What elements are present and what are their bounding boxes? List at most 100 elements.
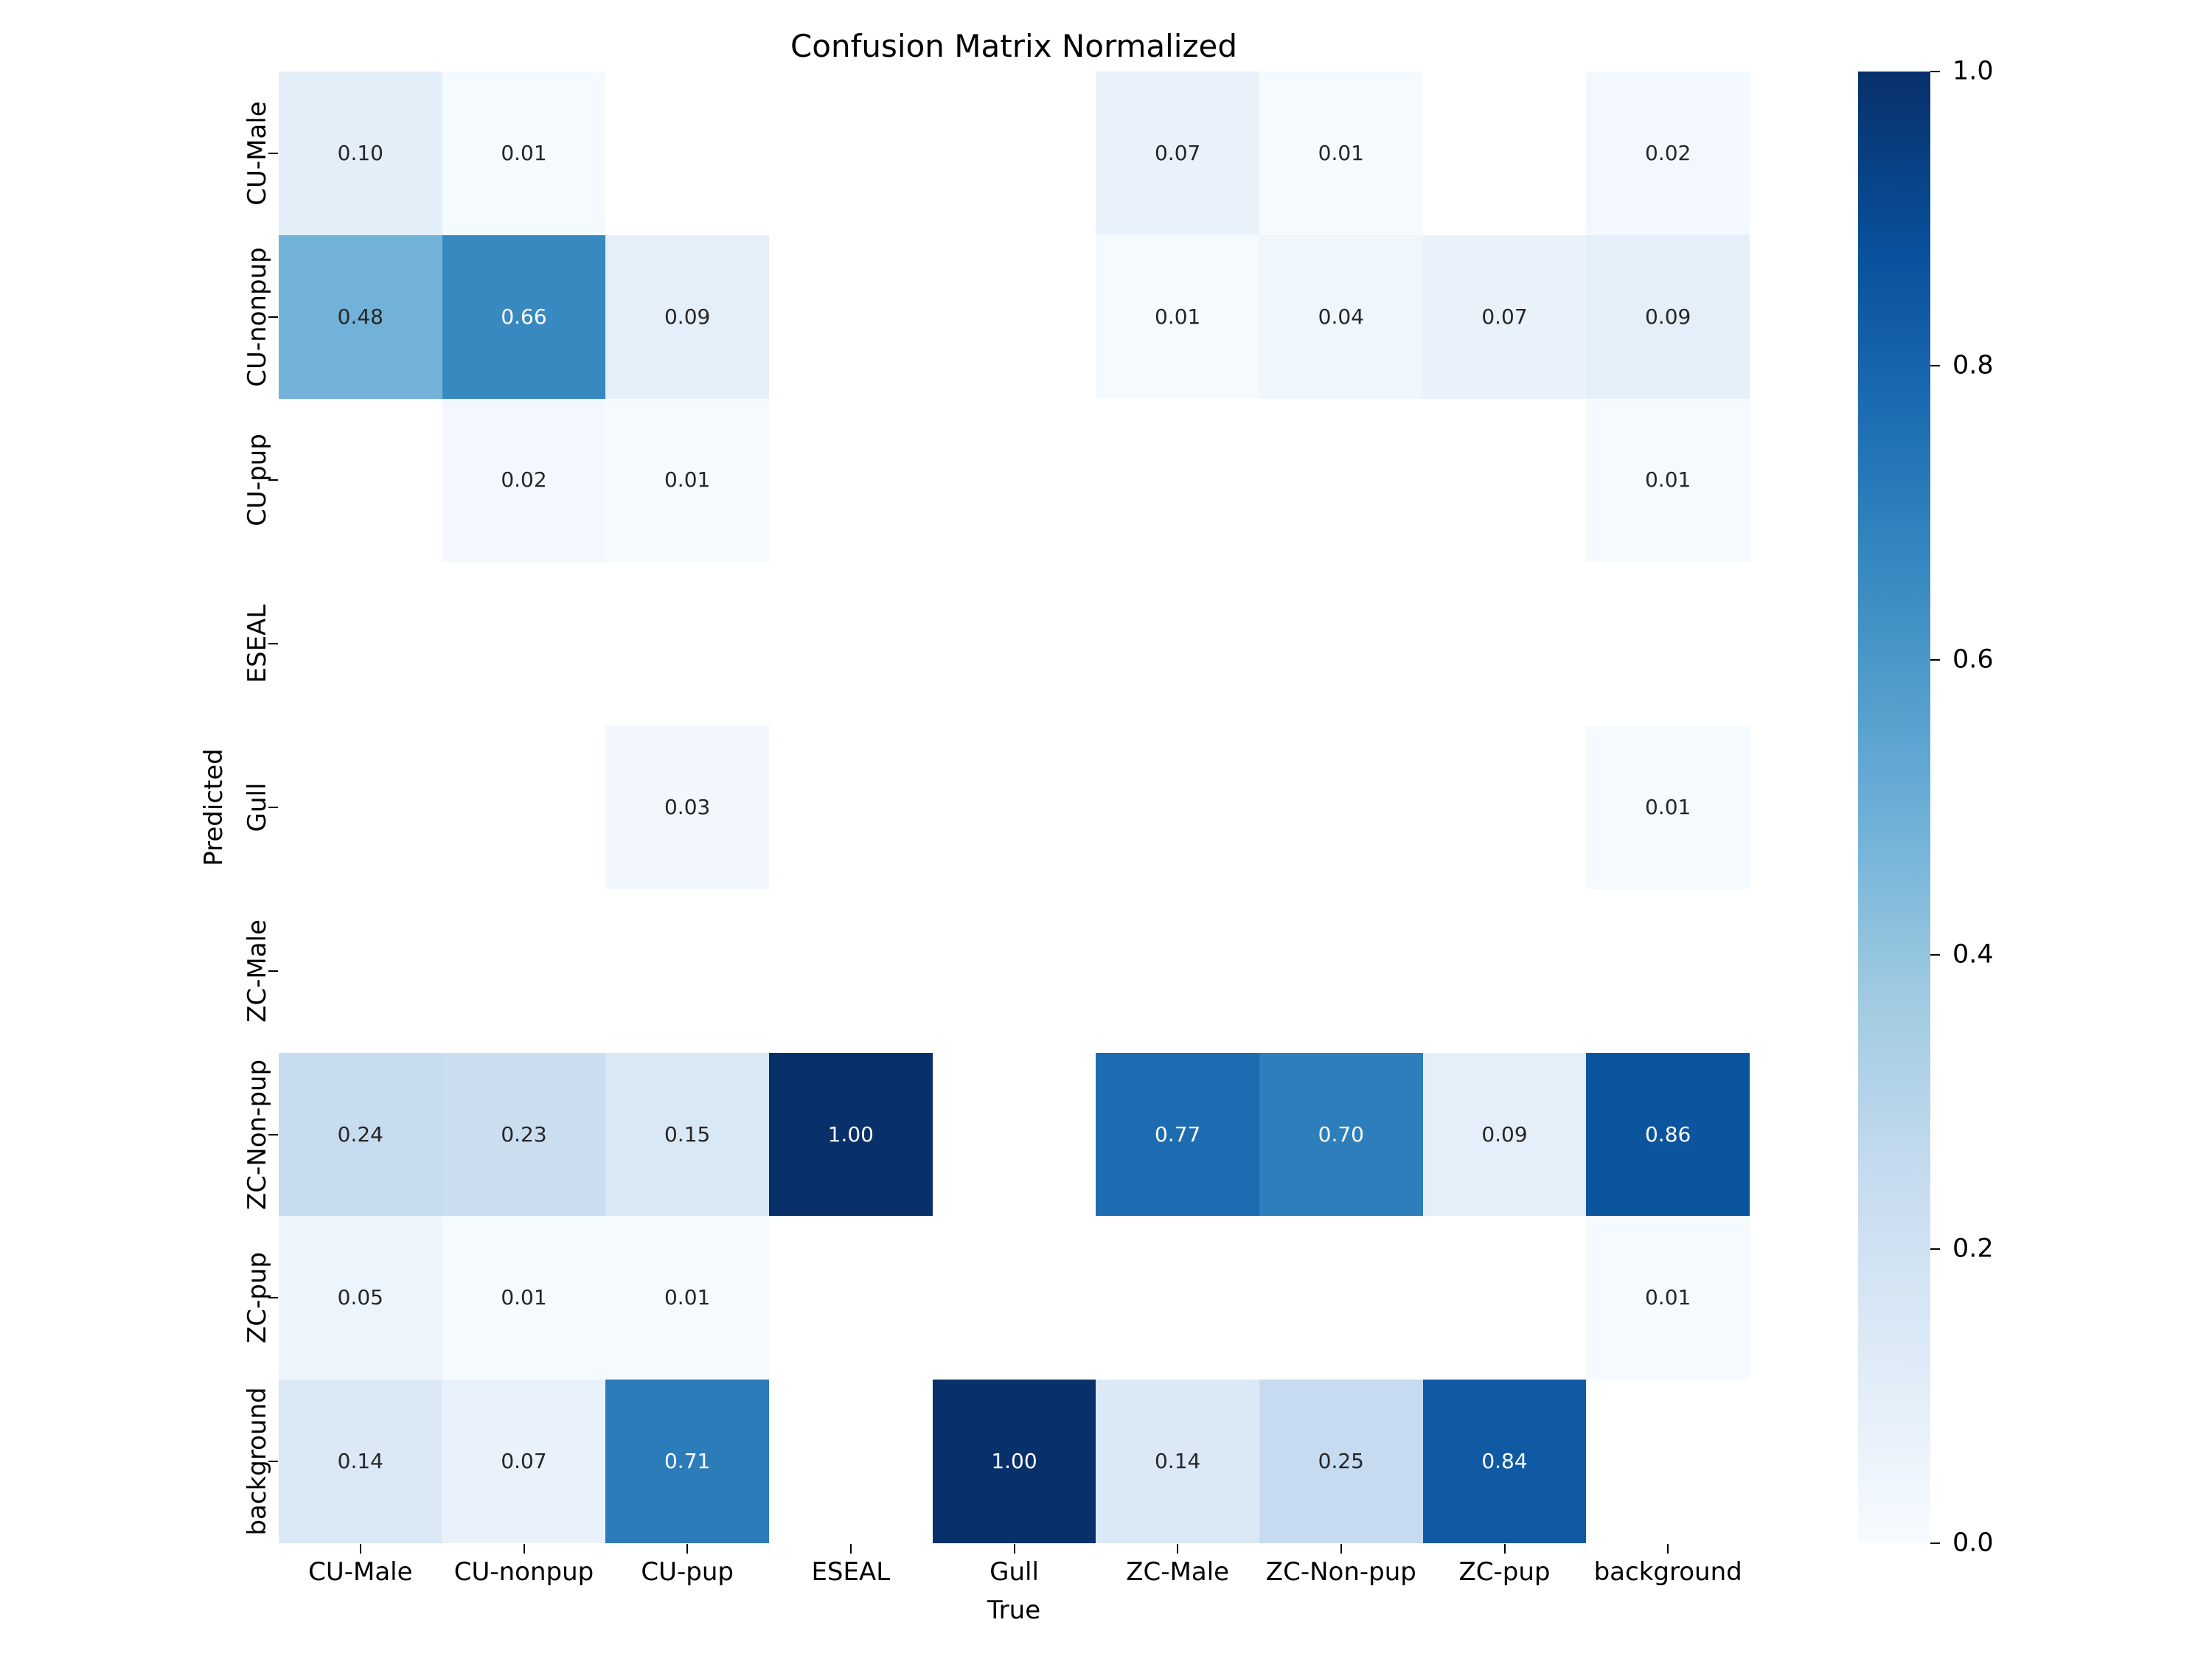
heatmap-cell-ZC-Male-ZC-pup — [1422, 888, 1587, 1053]
heatmap-cell-ZC-pup-ZC-pup — [1422, 1216, 1587, 1380]
cell-value: 0.03 — [664, 794, 711, 819]
cell-value: 0.01 — [1154, 304, 1201, 329]
colorbar-tick-label-0.8: 0.8 — [1952, 350, 1994, 380]
y-tick-label-ZC-pup: ZC-pup — [243, 1252, 272, 1344]
y-tick-label-ZC-Non-pup: ZC-Non-pup — [243, 1059, 272, 1210]
heatmap-cell-ESEAL-ZC-pup — [1422, 562, 1587, 726]
heatmap-cell-CU-Male-CU-pup — [605, 72, 769, 235]
heatmap-cell-CU-Male-CU-nonpup: 0.01 — [442, 72, 606, 235]
heatmap-cell-ZC-pup-ESEAL — [769, 1216, 933, 1380]
colorbar-tick-label-0.2: 0.2 — [1952, 1234, 1994, 1264]
cell-value: 0.09 — [1644, 304, 1691, 329]
colorbar-tick-label-0.0: 0.0 — [1952, 1528, 1994, 1558]
heatmap-cell-CU-pup-ZC-Non-pup — [1259, 398, 1423, 563]
heatmap-cell-background-Gull: 1.00 — [932, 1380, 1096, 1543]
heatmap-cell-CU-Male-Gull — [932, 72, 1096, 235]
x-tick-mark — [1503, 1544, 1506, 1554]
colorbar-tick-mark — [1930, 365, 1940, 367]
heatmap-cell-Gull-CU-pup: 0.03 — [605, 726, 769, 889]
colorbar-tick-label-0.4: 0.4 — [1952, 939, 1994, 970]
heatmap-cell-CU-nonpup-CU-Male: 0.48 — [279, 234, 442, 399]
cell-value: 0.04 — [1318, 304, 1364, 329]
heatmap-cell-CU-pup-CU-pup: 0.01 — [605, 398, 769, 563]
y-axis-label: Predicted — [199, 748, 229, 866]
heatmap-cell-CU-pup-CU-Male — [279, 398, 442, 563]
x-tick-mark — [686, 1544, 689, 1554]
heatmap-cell-ZC-Non-pup-ESEAL: 1.00 — [769, 1052, 933, 1217]
y-tick-label-ESEAL: ESEAL — [243, 604, 272, 684]
cell-value: 0.48 — [337, 304, 383, 329]
heatmap-cell-CU-Male-ESEAL — [769, 72, 933, 235]
heatmap-cell-ESEAL-Gull — [932, 562, 1096, 726]
heatmap-cell-Gull-ZC-pup — [1422, 726, 1587, 889]
heatmap-cell-ZC-Non-pup-Gull — [932, 1052, 1096, 1217]
y-tick-label-background: background — [243, 1387, 272, 1536]
y-tick-label-CU-pup: CU-pup — [243, 434, 272, 527]
heatmap-cell-ZC-Male-CU-nonpup — [442, 888, 606, 1053]
heatmap-cell-CU-nonpup-ZC-pup: 0.07 — [1422, 234, 1587, 399]
heatmap-cell-background-CU-nonpup: 0.07 — [442, 1380, 606, 1543]
heatmap-cell-ZC-Male-ZC-Male — [1096, 888, 1259, 1053]
x-tick-mark — [1013, 1544, 1015, 1554]
cell-value: 0.05 — [337, 1285, 383, 1310]
y-tick-mark — [268, 970, 278, 972]
colorbar-tick-mark — [1930, 1248, 1940, 1250]
cell-value: 0.23 — [501, 1121, 547, 1147]
heatmap-cell-ZC-Non-pup-ZC-Male: 0.77 — [1096, 1052, 1259, 1217]
heatmap-cell-background-ZC-Male: 0.14 — [1096, 1380, 1259, 1543]
heatmap-cell-CU-Male-ZC-Male: 0.07 — [1096, 72, 1259, 235]
chart-title: Confusion Matrix Normalized — [790, 28, 1238, 64]
heatmap-cell-ZC-Non-pup-ZC-Non-pup: 0.70 — [1259, 1052, 1423, 1217]
x-tick-label-ZC-Male: ZC-Male — [1126, 1557, 1230, 1587]
heatmap-cell-background-CU-Male: 0.14 — [279, 1380, 442, 1543]
x-tick-label-CU-Male: CU-Male — [308, 1557, 413, 1587]
heatmap-cell-background-CU-pup: 0.71 — [605, 1380, 769, 1543]
heatmap-cell-background-background — [1586, 1380, 1750, 1543]
heatmap-cell-ZC-pup-CU-pup: 0.01 — [605, 1216, 769, 1380]
heatmap-cell-CU-pup-Gull — [932, 398, 1096, 563]
x-tick-mark — [359, 1544, 361, 1554]
heatmap-cell-CU-nonpup-ZC-Male: 0.01 — [1096, 234, 1259, 399]
heatmap-cell-Gull-ZC-Non-pup — [1259, 726, 1423, 889]
x-tick-label-ZC-pup: ZC-pup — [1458, 1557, 1551, 1587]
heatmap-cell-CU-nonpup-ESEAL — [769, 234, 933, 399]
cell-value: 0.25 — [1318, 1449, 1364, 1474]
heatmap-cell-CU-Male-background: 0.02 — [1586, 72, 1750, 235]
heatmap-cell-CU-Male-ZC-Non-pup: 0.01 — [1259, 72, 1423, 235]
heatmap-cell-CU-Male-CU-Male: 0.10 — [279, 72, 442, 235]
heatmap-cell-CU-pup-background: 0.01 — [1586, 398, 1750, 563]
cell-value: 0.01 — [1644, 1285, 1691, 1310]
cell-value: 0.01 — [664, 467, 711, 493]
x-tick-label-ZC-Non-pup: ZC-Non-pup — [1265, 1557, 1416, 1587]
x-tick-label-CU-nonpup: CU-nonpup — [453, 1557, 594, 1587]
cell-value: 0.02 — [501, 467, 547, 493]
heatmap-cell-Gull-CU-Male — [279, 726, 442, 889]
cell-value: 1.00 — [827, 1121, 874, 1147]
heatmap-cell-background-ESEAL — [769, 1380, 933, 1543]
cell-value: 0.01 — [501, 140, 547, 165]
cell-value: 0.15 — [664, 1121, 711, 1147]
y-tick-label-CU-Male: CU-Male — [243, 101, 272, 206]
heatmap-cell-ZC-Non-pup-ZC-pup: 0.09 — [1422, 1052, 1587, 1217]
heatmap-cell-ZC-Male-ESEAL — [769, 888, 933, 1053]
x-tick-mark — [1177, 1544, 1179, 1554]
cell-value: 0.01 — [1644, 794, 1691, 819]
y-tick-mark — [268, 152, 278, 154]
heatmap-cell-background-ZC-pup: 0.84 — [1422, 1380, 1587, 1543]
heatmap-cell-Gull-ZC-Male — [1096, 726, 1259, 889]
x-tick-mark — [1340, 1544, 1342, 1554]
heatmap-cell-ZC-Male-ZC-Non-pup — [1259, 888, 1423, 1053]
cell-value: 0.09 — [664, 304, 711, 329]
cell-value: 0.07 — [1481, 304, 1528, 329]
heatmap-cell-CU-Male-ZC-pup — [1422, 72, 1587, 235]
heatmap-cell-ZC-Non-pup-CU-pup: 0.15 — [605, 1052, 769, 1217]
heatmap-cell-CU-nonpup-Gull — [932, 234, 1096, 399]
heatmap-cell-ZC-pup-CU-Male: 0.05 — [279, 1216, 442, 1380]
cell-value: 0.02 — [1644, 140, 1691, 165]
colorbar-tick-label-0.6: 0.6 — [1952, 644, 1994, 675]
x-tick-label-CU-pup: CU-pup — [641, 1557, 734, 1587]
cell-value: 0.14 — [1154, 1449, 1201, 1474]
heatmap-cell-ZC-Non-pup-background: 0.86 — [1586, 1052, 1750, 1217]
heatmap-cell-ZC-pup-ZC-Non-pup — [1259, 1216, 1423, 1380]
cell-value: 0.09 — [1481, 1121, 1528, 1147]
